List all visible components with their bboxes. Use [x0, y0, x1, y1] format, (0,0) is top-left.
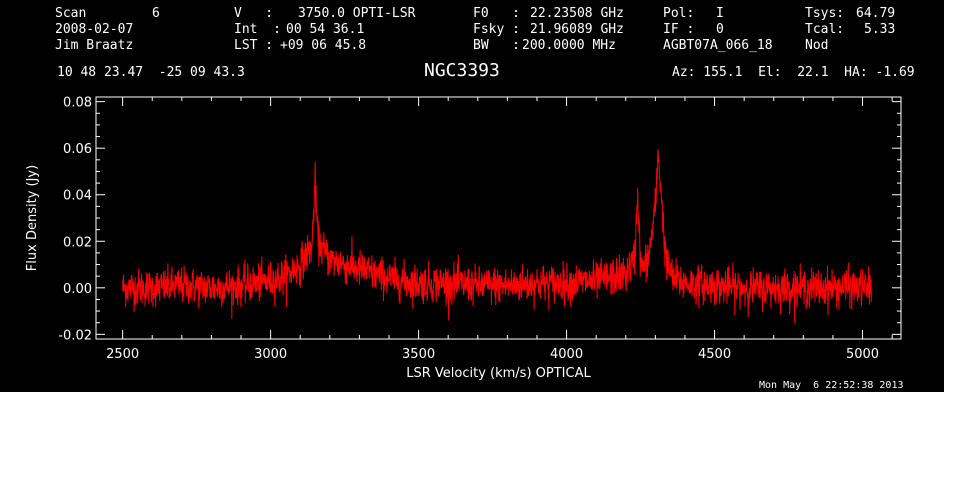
tcal-value: 5.33 [864, 22, 896, 37]
bandwidth-label: BW : [473, 38, 520, 53]
plot-timestamp: Mon May 6 22:52:38 2013 [759, 380, 904, 391]
velocity-label: V : [234, 6, 274, 21]
fsky-value: 21.96089 GHz [530, 22, 624, 37]
scan-value: 6 [152, 6, 160, 21]
if-label: IF : [663, 22, 695, 37]
y-tick-label: 0.06 [63, 142, 92, 157]
polarization-label: Pol: [663, 6, 695, 21]
spectrum-trace [122, 149, 872, 323]
f0-value: 22.23508 GHz [530, 6, 624, 21]
plot-window: Scan 6 2008-02-07 Jim Braatz V : 3750.0 … [0, 0, 944, 392]
y-tick-label: 0.00 [63, 282, 92, 297]
x-tick-label: 3000 [254, 347, 287, 362]
f0-label: F0 : [473, 6, 520, 21]
observer-name: Jim Braatz [55, 38, 134, 53]
tsys-value: 64.79 [856, 6, 896, 21]
lst-value: +09 06 45.8 [280, 38, 367, 53]
scan-label: Scan [55, 6, 87, 21]
x-tick-label: 3500 [402, 347, 435, 362]
procedure-name: Nod [805, 38, 829, 53]
y-tick-label: 0.02 [63, 235, 92, 250]
if-value: 0 [716, 22, 724, 37]
object-name: NGC3393 [424, 60, 500, 81]
spectrum-chart: 2500 3000 3500 4000 4500 5000 -0.02 0.00 0.02 0.0… [25, 96, 902, 381]
project-id: AGBT07A_066_18 [663, 38, 773, 53]
y-tick-label: 0.08 [63, 96, 92, 111]
x-axis-label: LSR Velocity (km/s) OPTICAL [406, 366, 591, 381]
x-tick-label: 5000 [846, 347, 879, 362]
y-tick-label: -0.02 [58, 328, 92, 343]
source-coordinates: 10 48 23.47 -25 09 43.3 [57, 65, 245, 80]
tcal-label: Tcal: [805, 22, 845, 37]
x-tick-label: 4500 [698, 347, 731, 362]
y-tick-label: 0.04 [63, 189, 92, 204]
x-tick-label: 4000 [550, 347, 583, 362]
az-el-ha-readout: Az: 155.1 El: 22.1 HA: -1.69 [672, 65, 915, 80]
integration-value: 00 54 36.1 [286, 22, 365, 37]
lst-label: LST : [234, 38, 274, 53]
fsky-label: Fsky : [473, 22, 520, 37]
y-axis-label: Flux Density (Jy) [25, 165, 40, 271]
observation-date: 2008-02-07 [55, 22, 134, 37]
bandwidth-value: 200.0000 MHz [522, 38, 616, 53]
velocity-value: 3750.0 OPTI-LSR [298, 6, 416, 21]
x-tick-label: 2500 [106, 347, 139, 362]
tsys-label: Tsys: [805, 6, 845, 21]
integration-label: Int : [234, 22, 281, 37]
polarization-value: I [716, 6, 724, 21]
